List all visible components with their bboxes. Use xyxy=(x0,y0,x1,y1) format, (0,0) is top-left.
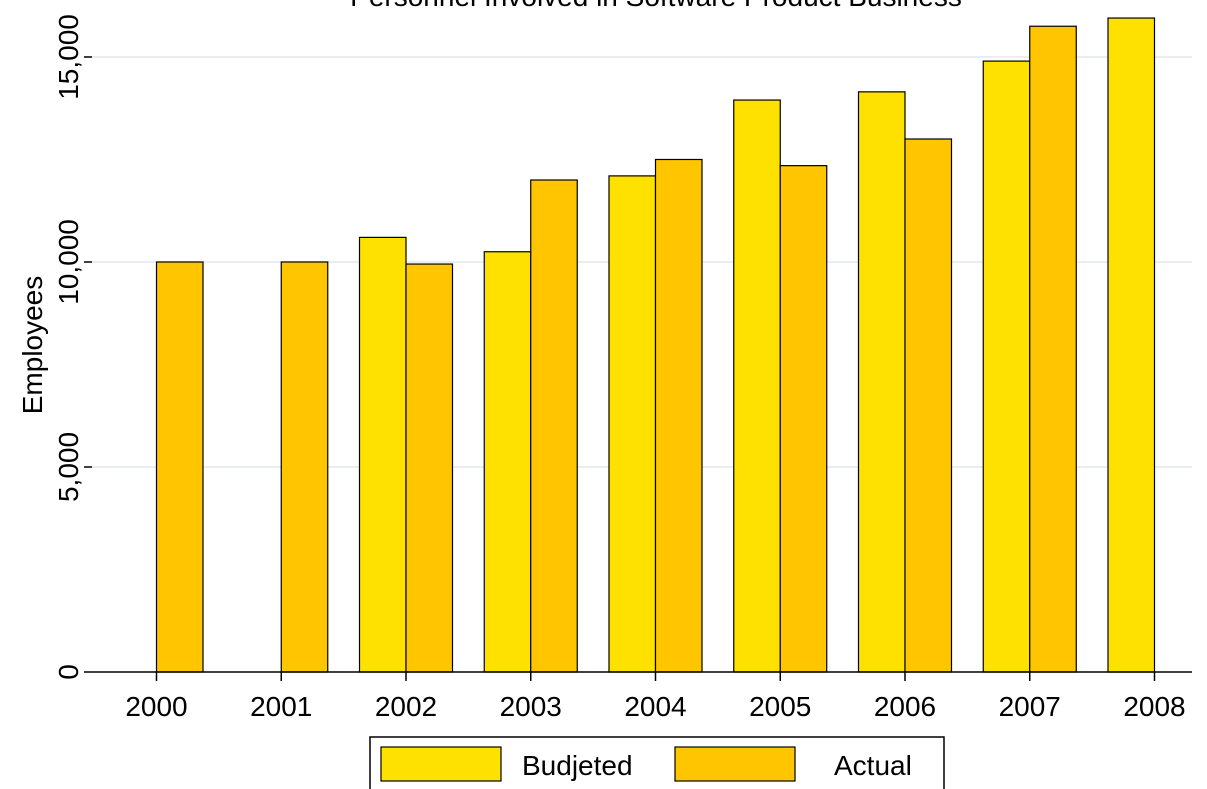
x-tick-label: 2003 xyxy=(500,691,562,722)
y-axis-ticks: 0 5,000 10,000 15,000 xyxy=(53,14,92,680)
x-tick-label: 2000 xyxy=(125,691,187,722)
y-tick-label: 15,000 xyxy=(53,14,84,100)
y-axis-title: Employees xyxy=(17,276,48,415)
legend-label-actual: Actual xyxy=(834,750,912,781)
bar-actual-2001 xyxy=(280,261,329,673)
bar-budjeted-2002 xyxy=(358,236,407,673)
bar-actual-2007 xyxy=(1029,25,1077,673)
legend: Budjeted Actual xyxy=(369,736,945,789)
bar-actual-2002 xyxy=(405,263,454,673)
bar-budjeted-2005 xyxy=(733,99,781,673)
x-tick-label: 2007 xyxy=(999,691,1061,722)
bar-actual-2003 xyxy=(530,179,578,673)
bar-budjeted-2008 xyxy=(1107,17,1156,673)
x-tick-label: 2005 xyxy=(749,691,811,722)
legend-swatch-actual xyxy=(674,746,796,782)
bar-actual-2000 xyxy=(155,261,204,673)
x-tick-label: 2008 xyxy=(1123,691,1185,722)
bar-budjeted-2006 xyxy=(857,91,906,673)
y-tick-label: 5,000 xyxy=(53,432,84,502)
y-tick-label: 10,000 xyxy=(53,219,84,305)
bar-actual-2005 xyxy=(779,165,828,673)
legend-label-budjeted: Budjeted xyxy=(522,750,633,781)
x-tick-label: 2001 xyxy=(250,691,312,722)
chart-title: Personnel Involved in Software Product B… xyxy=(350,0,962,12)
bar-budjeted-2003 xyxy=(483,251,532,673)
bar-actual-2006 xyxy=(904,138,953,673)
y-tick-label: 0 xyxy=(53,664,84,680)
bars xyxy=(155,17,1156,673)
bar-budjeted-2007 xyxy=(982,60,1031,673)
bar-budjeted-2004 xyxy=(608,175,657,673)
bar-actual-2004 xyxy=(654,158,703,673)
legend-swatch-budjeted xyxy=(380,746,502,782)
x-tick-label: 2004 xyxy=(624,691,686,722)
x-tick-label: 2002 xyxy=(375,691,437,722)
x-axis-ticks: 2000 2001 2002 2003 2004 2005 2006 2007 2008 xyxy=(125,672,1186,722)
x-tick-label: 2006 xyxy=(874,691,936,722)
